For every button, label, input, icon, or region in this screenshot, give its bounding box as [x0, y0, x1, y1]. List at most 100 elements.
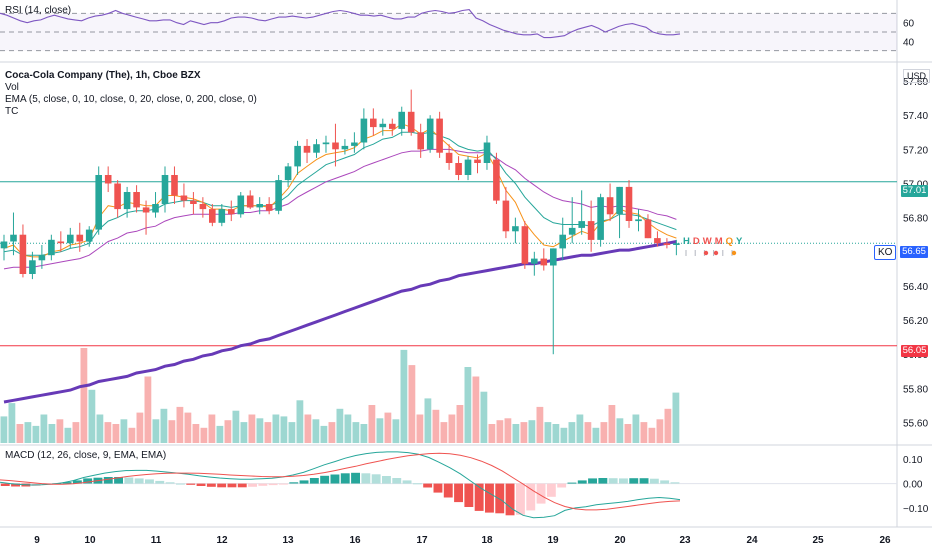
- macd-histogram-bar: [248, 483, 257, 487]
- candle-body: [190, 200, 197, 204]
- candle-body: [246, 195, 254, 208]
- macd-histogram-bar: [454, 483, 463, 503]
- candle-body: [644, 219, 652, 239]
- candle-body: [67, 234, 74, 244]
- volume-bar: [472, 376, 480, 443]
- macd-histogram-bar: [433, 483, 443, 493]
- price-title: Coca-Cola Company (The), 1h, Cboe BZX: [5, 70, 201, 81]
- candle-body: [379, 123, 387, 128]
- volume-bar: [480, 391, 488, 443]
- macd-histogram-bar: [258, 483, 268, 486]
- candle-body: [436, 118, 443, 153]
- candle-body: [57, 241, 65, 244]
- volume-bar: [656, 419, 664, 444]
- macd-histogram-bar: [62, 482, 72, 484]
- volume-bar: [392, 419, 400, 444]
- volume-bar: [40, 414, 48, 443]
- volume-bar: [536, 406, 544, 443]
- volume-bar: [632, 414, 640, 443]
- candle-body: [663, 243, 671, 245]
- candle-body: [455, 163, 462, 175]
- ema200-line: [3, 240, 677, 404]
- volume-bar: [640, 422, 648, 443]
- volume-bar: [32, 425, 40, 443]
- volume-bar: [648, 427, 656, 443]
- volume-bar: [320, 425, 328, 443]
- volume-bar: [584, 422, 592, 443]
- macd-histogram-bar: [474, 483, 484, 511]
- candle-body: [133, 192, 140, 208]
- macd-histogram-bar: [536, 483, 546, 504]
- macd-title: MACD (12, 26, close, 9, EMA, EMA): [5, 450, 167, 461]
- candle-body: [104, 175, 112, 184]
- candle-body: [426, 118, 434, 150]
- macd-histogram-bar: [649, 478, 659, 484]
- price-tick-label: 55.60: [903, 419, 928, 430]
- macd-histogram-bar: [11, 483, 20, 487]
- candle-body: [502, 200, 510, 232]
- volume-bar: [80, 348, 88, 443]
- tf-marker-dot: [703, 250, 709, 256]
- volume-bar: [184, 412, 192, 443]
- candle-body: [445, 152, 453, 163]
- volume-bar: [552, 424, 560, 443]
- candle-body: [474, 159, 481, 163]
- candle-body: [161, 175, 169, 204]
- macd-histogram-bar: [186, 483, 196, 485]
- macd-histogram-bar: [217, 483, 227, 488]
- volume-bar: [200, 427, 208, 443]
- volume-bar: [288, 422, 296, 443]
- rsi-tick-label: 40: [903, 37, 915, 48]
- macd-histogram-bar: [464, 483, 474, 507]
- rsi-title: RSI (14, close): [5, 5, 72, 16]
- macd-histogram-bar: [485, 483, 494, 513]
- time-axis-label: 12: [216, 535, 228, 546]
- volume-bar: [64, 427, 72, 443]
- ema5-line: [3, 123, 677, 258]
- volume-bar: [216, 425, 224, 443]
- candle-body: [616, 186, 623, 215]
- volume-bar: [72, 422, 80, 443]
- macd-tick-label: 0.00: [903, 480, 923, 491]
- volume-bar: [464, 367, 472, 443]
- candle-body: [625, 186, 633, 221]
- volume-bar: [504, 418, 512, 443]
- volume-bar: [112, 424, 120, 443]
- volume-bar: [248, 414, 256, 443]
- macd-histogram-bar: [598, 478, 608, 484]
- macd-histogram-bar: [72, 480, 82, 484]
- time-axis-label: 9: [34, 535, 40, 546]
- price-tick-label: 56.80: [903, 214, 928, 225]
- macd-histogram-bar: [114, 477, 123, 484]
- tf-marker-dot: [713, 250, 719, 256]
- volume-bar: [448, 414, 456, 443]
- macd-histogram-bar: [526, 483, 536, 511]
- candle-body: [228, 209, 235, 215]
- macd-histogram-bar: [83, 478, 93, 484]
- macd-histogram-bar: [577, 480, 587, 484]
- ema10-line: [3, 131, 677, 256]
- price-tick-label: 55.80: [903, 384, 928, 395]
- volume-bar: [120, 419, 128, 444]
- macd-histogram-bar: [495, 483, 505, 514]
- time-axis-label: 11: [151, 535, 162, 546]
- volume-bar: [96, 414, 104, 443]
- macd-histogram-bar: [206, 483, 216, 487]
- macd-macd-line: [0, 451, 681, 519]
- time-axis-label: 19: [547, 535, 559, 546]
- macd-histogram-bar: [619, 478, 628, 484]
- hline-badge-56-05: 56.05: [901, 345, 928, 357]
- price-tick-label: 56.20: [903, 316, 928, 327]
- macd-histogram-bar: [237, 483, 247, 488]
- macd-histogram-bar: [516, 483, 525, 515]
- volume-bar: [208, 414, 216, 443]
- volume-bar: [312, 419, 320, 444]
- currency-label[interactable]: USD: [903, 69, 931, 83]
- candle-body: [10, 234, 17, 242]
- candle-body: [521, 226, 529, 264]
- macd-histogram-bar: [361, 473, 371, 484]
- macd-histogram-bar: [382, 476, 391, 484]
- candle-body: [559, 234, 566, 249]
